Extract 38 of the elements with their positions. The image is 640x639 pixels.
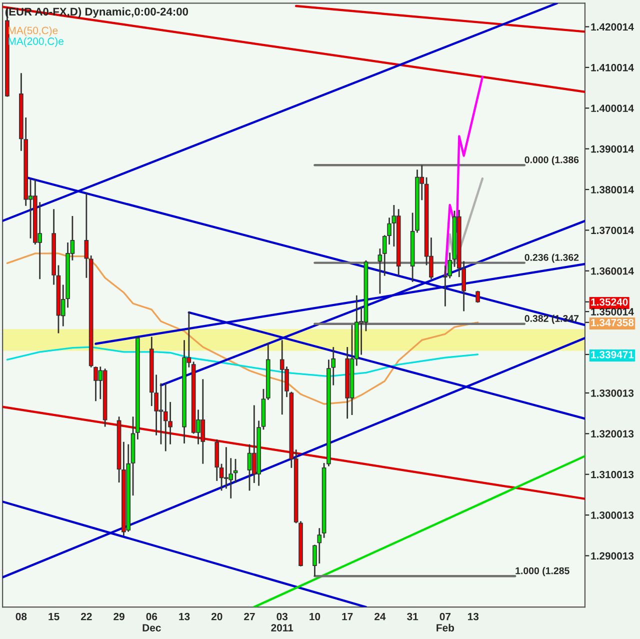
y-tick-label: 1.410014: [591, 64, 634, 72]
candlestick: [84, 192, 89, 279]
x-tick-label: 29: [114, 612, 124, 620]
annotation: 0.000 (1.386: [524, 156, 579, 166]
line-series: [444, 76, 484, 277]
x-tick-label: 27: [244, 612, 255, 620]
x-tick-label: 24: [374, 612, 386, 620]
x-tick-label: 06 Dec: [142, 612, 161, 632]
y-tick-label: 1.310013: [591, 470, 634, 478]
x-tick-label: 31: [407, 612, 418, 620]
line-series: [444, 177, 484, 275]
y-tick-label: 1.290013: [591, 552, 634, 560]
y-tick-label: 1.370014: [591, 226, 634, 234]
x-tick-label: 17: [342, 612, 353, 620]
y-tick-label: 1.330013: [591, 389, 634, 397]
y-tick-label: 1.300013: [591, 512, 634, 519]
x-tick-label: 15: [48, 612, 60, 620]
x-tick-label: 22: [80, 612, 92, 620]
y-tick-label: 1.380014: [591, 186, 634, 194]
x-tick-label: 08: [16, 612, 27, 620]
y-tick-label: 1.339471: [591, 350, 634, 358]
y-tick-label: 1.390014: [591, 145, 634, 153]
y-tick-label: 1.320013: [591, 430, 634, 438]
x-tick-label: 07 Feb: [436, 612, 454, 632]
x-tick-label: 13: [468, 612, 479, 620]
x-tick-label: 13: [179, 612, 190, 620]
y-tick-label: 1.35240: [591, 298, 628, 306]
y-tick-label: 1.420014: [591, 23, 634, 31]
x-tick-label: 03 2011: [271, 612, 294, 632]
y-tick-label: 1.350014: [591, 308, 634, 316]
candlestick: [378, 248, 382, 294]
x-tick-label: 10: [310, 612, 320, 620]
annotation: 0.236 (1.362: [524, 254, 579, 263]
y-tick-label: 1.360014: [591, 267, 634, 275]
y-tick-label: 1.347358: [591, 318, 634, 326]
annotation: 1.000 (1.285: [516, 567, 570, 576]
x-tick-label: 20: [211, 612, 222, 620]
y-tick-label: 1.400014: [591, 104, 634, 112]
